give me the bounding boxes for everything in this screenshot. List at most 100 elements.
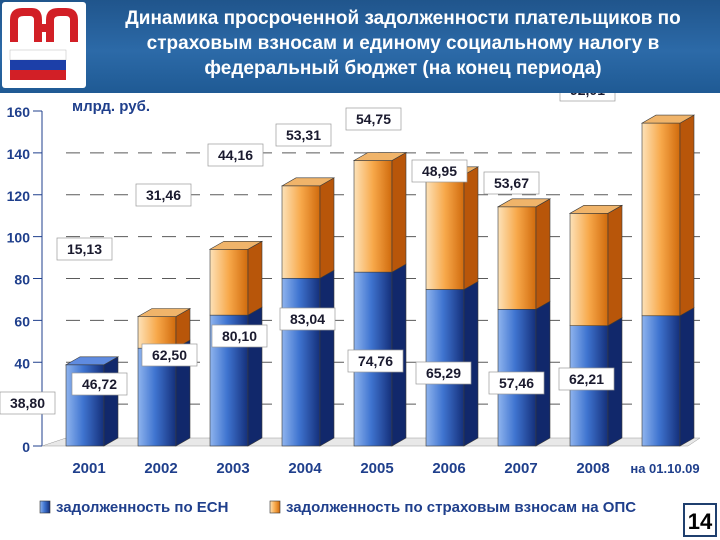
y-tick-label: 100 [7,230,31,246]
data-label-ops-2002-text: 15,13 [67,241,102,257]
legend-label-ops: задолженность по страховым взносам на ОП… [286,499,636,516]
y-tick-label: 140 [7,146,31,162]
x-tick-label: 2007 [504,460,537,477]
data-label-esn-2002-box [71,372,128,396]
data-label-ops-2008-text: 53,67 [494,175,529,191]
data-label-ops-2006-text: 54,75 [356,111,391,127]
data-label-esn-2007-text: 65,29 [426,365,461,381]
bar-esn-на 01.10.09-side [679,307,695,447]
y-tick-label: 60 [14,313,30,329]
data-label-esn-на 01.10.09: 62,21 [558,367,615,391]
data-label-esn-2003-text: 62,50 [152,347,187,363]
bar-ops-2002-front [137,316,177,349]
data-label-esn-2008: 57,46 [488,371,545,395]
x-tick-label: 2008 [576,460,609,477]
data-label-esn-2001: 38,80 [0,391,56,415]
bar-ops-на 01.10.09-top [640,114,696,124]
data-label-esn-2005: 83,04 [279,307,336,331]
data-label-ops-2007-text: 48,95 [422,163,457,179]
data-label-esn-2008-box [488,371,545,395]
bar-esn-2001-top [64,356,120,366]
data-label-ops-2003-box [135,183,192,207]
bar-ops-2005 [352,152,408,273]
data-label-ops-2002: 15,13 [56,237,113,261]
y-tick-label: 0 [22,439,30,455]
y-tick-label: 80 [14,272,30,288]
bar-ops-2003-top [208,240,264,250]
data-label-ops-на 01.10.09-box [559,93,616,102]
legend-label-esn: задолженность по ЕСН [56,499,228,516]
bar-ops-2005-front [353,160,393,273]
bar-ops-2007-top [496,198,552,208]
bar-ops-2002 [136,307,192,349]
page-title: Динамика просроченной задолженности плат… [125,8,681,79]
data-label-esn-2008-text: 57,46 [499,375,534,391]
bar-esn-2004 [281,269,335,447]
x-tick-label: 2003 [216,460,249,477]
data-label-esn-2005-text: 83,04 [290,311,325,327]
bar-ops-2006-side [463,166,479,290]
data-label-esn-2001-text: 38,80 [10,395,45,411]
data-label-ops-на 01.10.09: 92,01 [559,93,616,102]
bar-ops-2006 [424,166,480,290]
data-label-esn-на 01.10.09-text: 62,21 [569,371,604,387]
data-label-ops-2008: 53,67 [483,171,540,195]
data-label-ops-2007-box [411,159,468,183]
data-label-esn-на 01.10.09-box [558,367,615,391]
bar-ops-2006-front [425,174,465,290]
bar-ops-2002-top [136,308,192,317]
bar-ops-2004-top [280,177,336,187]
bar-esn-на 01.10.09-front [641,315,681,447]
data-label-ops-2004-text: 44,16 [218,147,253,163]
x-tick-label: 2001 [72,460,105,477]
bar-ops-2003-front [209,248,249,316]
bar-ops-2003-side [247,240,263,316]
data-label-ops-2003-text: 31,46 [146,187,181,203]
bar-esn-2001 [64,356,120,447]
bar-ops-2007 [496,198,552,310]
data-label-ops-2002-box [56,237,113,261]
bar-ops-2004-front [281,185,321,279]
bar-esn-2004-front [281,277,321,447]
pfr-logo [2,2,86,88]
data-label-esn-2003-box [141,343,198,367]
data-label-esn-2002: 46,72 [71,372,128,396]
bar-ops-2005-side [391,152,407,273]
legend-swatch-esn [39,500,51,514]
data-label-ops-2007: 48,95 [411,159,468,183]
data-label-esn-2006: 74,76 [347,349,404,373]
bar-ops-2004 [280,177,336,279]
data-label-esn-2004-box [211,324,268,348]
data-label-ops-на 01.10.09-text: 92,01 [570,93,605,98]
data-label-esn-2002-text: 46,72 [82,376,117,392]
bar-esn-на 01.10.09 [641,307,695,447]
bar-ops-2008 [568,204,624,327]
data-label-ops-2006-box [345,107,402,131]
data-label-esn-2003: 62,50 [141,343,198,367]
y-tick-label: 40 [14,355,30,371]
bar-ops-2008-side [607,204,623,327]
data-label-ops-2004-box [207,143,264,167]
x-tick-label: 2005 [360,460,393,477]
y-tick-label: 160 [7,104,31,120]
bar-ops-2007-side [535,198,551,310]
bar-ops-2008-front [569,213,609,326]
data-label-esn-2004-text: 80,10 [222,328,257,344]
x-tick-label: 2002 [144,460,177,477]
bar-ops-2007-front [497,206,537,310]
data-label-ops-2008-box [483,171,540,195]
data-label-esn-2006-box [347,349,404,373]
bar-ops-2004-side [319,177,335,279]
data-label-ops-2004: 44,16 [207,143,264,167]
bar-esn-2004-side [319,269,335,447]
data-label-ops-2006: 54,75 [345,107,402,131]
data-label-ops-2005-text: 53,31 [286,127,321,143]
bar-ops-на 01.10.09-side [679,114,695,317]
stacked-bar-chart: 020406080100120140160млрд. руб. 20012002… [0,93,701,516]
x-tick-label: на 01.10.09 [630,461,699,476]
data-label-esn-2006-text: 74,76 [358,353,393,369]
y-tick-label: 120 [7,188,31,204]
bar-ops-2003 [208,240,264,316]
x-tick-label: 2006 [432,460,465,477]
legend-swatch-ops [269,500,281,514]
